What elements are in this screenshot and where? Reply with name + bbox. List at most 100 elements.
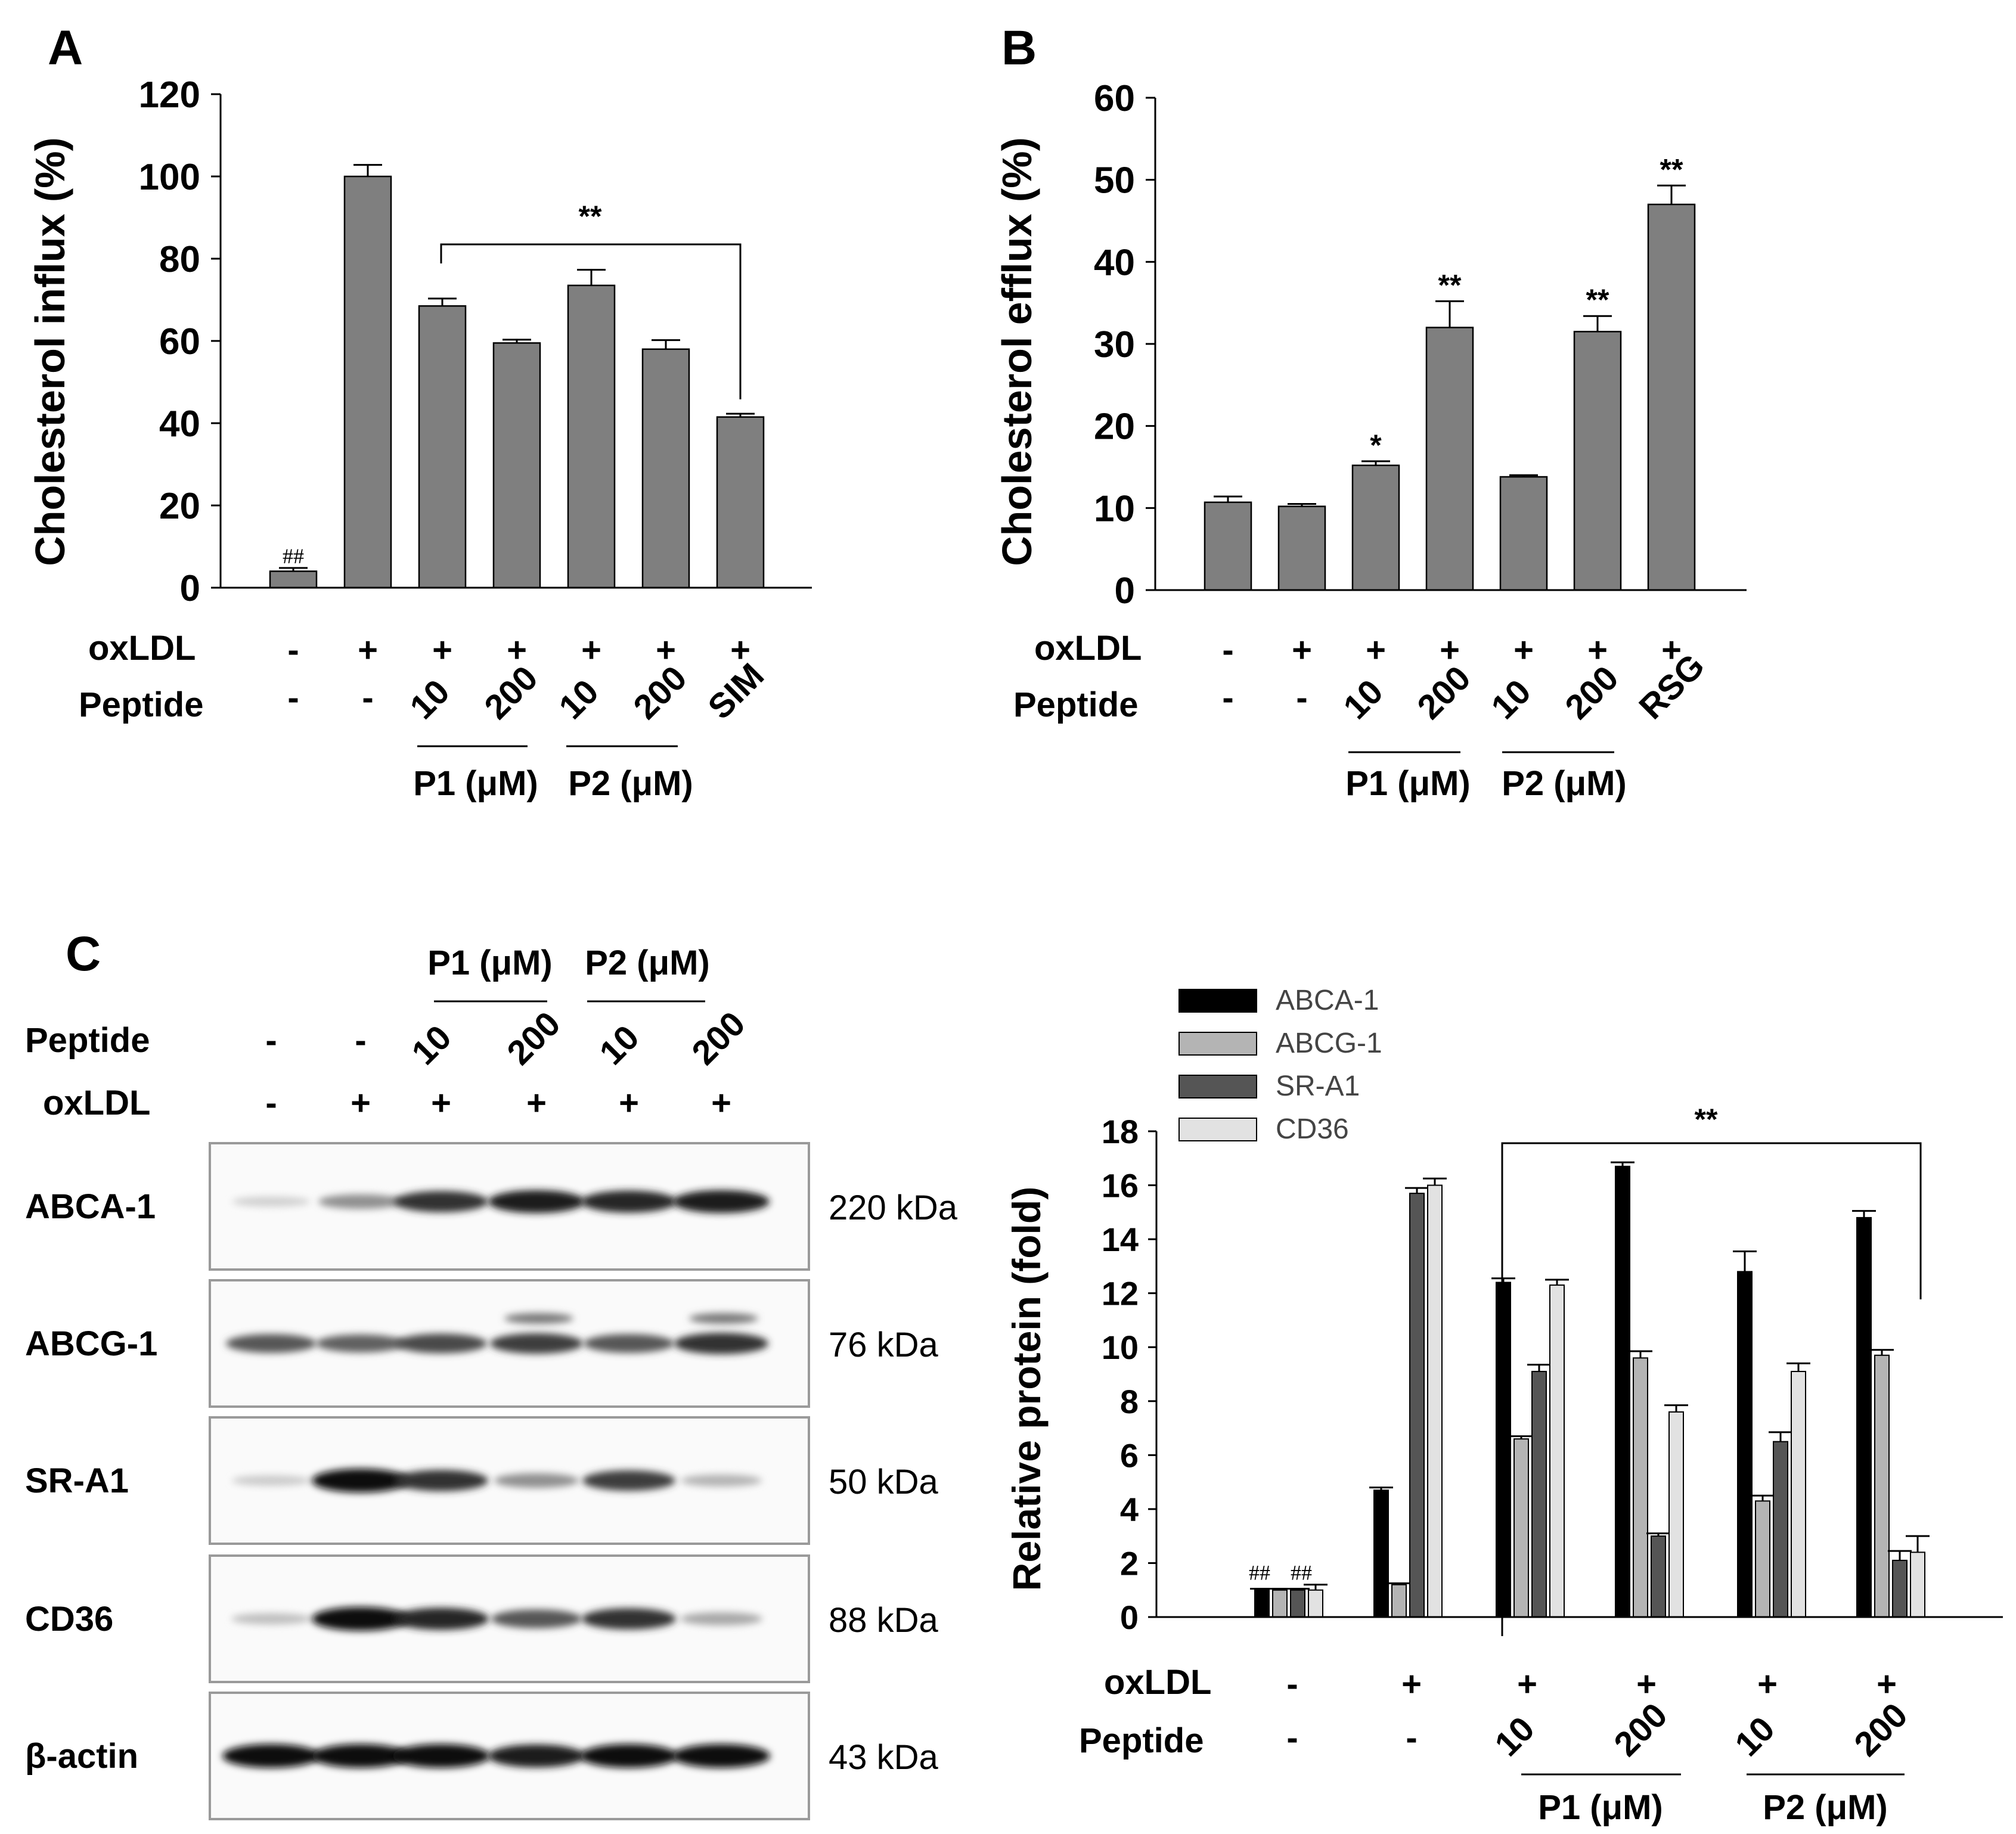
blot-band bbox=[312, 1607, 410, 1631]
blot-peptide-label: Peptide bbox=[25, 1021, 150, 1060]
blot-band bbox=[680, 1612, 762, 1625]
blot-band bbox=[394, 1470, 488, 1491]
blot-band bbox=[681, 1474, 762, 1487]
oxldl-sign: + bbox=[507, 631, 527, 669]
peptide-dose: 10 bbox=[551, 672, 606, 727]
oxldl-sign: + bbox=[1661, 631, 1682, 669]
blot-rows: ABCA-1 220 kDa ABCG-1 76 kDa SR-A1 50 kDa CD36… bbox=[25, 1142, 958, 1820]
bar bbox=[641, 348, 690, 589]
blot-protein-label: ABCG-1 bbox=[25, 1324, 157, 1363]
legend-label: ABCG-1 bbox=[1276, 1028, 1382, 1059]
oxldl-sign: - bbox=[1222, 631, 1233, 669]
bar bbox=[418, 305, 467, 589]
bar bbox=[1874, 1354, 1890, 1618]
panel-b-oxldl-label: oxLDL bbox=[1034, 629, 1142, 668]
y-tick-label: 100 bbox=[139, 157, 200, 198]
significance-mark: ## bbox=[1249, 1561, 1270, 1585]
bar bbox=[1651, 1535, 1666, 1618]
oxldl-sign: + bbox=[432, 631, 452, 669]
oxldl-sign: + bbox=[1292, 631, 1312, 669]
oxldl-sign: + bbox=[1877, 1665, 1897, 1703]
y-tick-label: 2 bbox=[1120, 1544, 1139, 1582]
panel-a-letter: A bbox=[48, 21, 83, 75]
blot-band bbox=[581, 1190, 677, 1213]
y-tick-label: 18 bbox=[1102, 1113, 1139, 1150]
oxldl-sign: + bbox=[1587, 631, 1608, 669]
bar bbox=[1856, 1217, 1872, 1618]
bar bbox=[1549, 1284, 1565, 1618]
bar bbox=[1531, 1370, 1547, 1618]
panel-c-category-labels: --+-+10+200+10+200 bbox=[1286, 1665, 1915, 1764]
bar bbox=[1615, 1165, 1630, 1618]
bar bbox=[1513, 1438, 1529, 1618]
oxldl-sign: + bbox=[358, 631, 378, 669]
oxldl-sign: + bbox=[1636, 1665, 1657, 1703]
panel-a-group-label-p1: P1 (μM) bbox=[413, 764, 538, 803]
bar bbox=[1254, 1589, 1270, 1618]
peptide-sign: - bbox=[1406, 1718, 1417, 1757]
bar bbox=[1409, 1193, 1425, 1618]
blot-band bbox=[312, 1744, 410, 1768]
y-tick-label: 20 bbox=[159, 486, 200, 527]
bar bbox=[1633, 1357, 1648, 1618]
panel-c-peptide-label: Peptide bbox=[1079, 1721, 1204, 1760]
bar bbox=[1496, 1281, 1511, 1618]
blot-band bbox=[232, 1196, 311, 1207]
panel-b-category-labels: --+-+10+200+10+200+RSG bbox=[1222, 631, 1712, 727]
y-tick-label: 6 bbox=[1120, 1436, 1139, 1474]
oxldl-sign: - bbox=[1286, 1665, 1298, 1703]
oxldl-sign: + bbox=[1440, 631, 1460, 669]
panel-a-group-label-p2: P2 (μM) bbox=[568, 764, 693, 803]
bar bbox=[716, 416, 765, 589]
blot-band bbox=[226, 1334, 317, 1353]
peptide-dose: 200 bbox=[1410, 659, 1478, 727]
peptide-dose: 200 bbox=[1847, 1696, 1915, 1764]
y-tick-label: 16 bbox=[1102, 1167, 1139, 1205]
oxldl-sign: + bbox=[581, 631, 601, 669]
blot-protein-label: ABCA-1 bbox=[25, 1187, 156, 1226]
blot-oxldl-sign: + bbox=[711, 1084, 731, 1122]
legend-label: CD36 bbox=[1276, 1113, 1349, 1145]
oxldl-sign: + bbox=[1517, 1665, 1537, 1703]
bar bbox=[1499, 476, 1548, 591]
blot-band bbox=[222, 1744, 320, 1768]
blot-band bbox=[672, 1744, 770, 1768]
panel-b-y-ticks: 0 10 20 30 40 50 60 bbox=[1094, 78, 1155, 612]
bar bbox=[1290, 1589, 1305, 1618]
y-tick-label: 80 bbox=[159, 239, 200, 280]
panel-a-peptide-label: Peptide bbox=[79, 685, 204, 724]
panel-a-significance-bracket bbox=[440, 243, 742, 399]
blot-peptide-sign: - bbox=[355, 1021, 366, 1060]
peptide-dose: 10 bbox=[1727, 1709, 1782, 1764]
peptide-dose: RSG bbox=[1632, 646, 1712, 727]
peptide-dose: SIM bbox=[700, 656, 771, 727]
blot-oxldl-sign: + bbox=[431, 1084, 451, 1122]
panel-c-bracket-mark: ** bbox=[1695, 1103, 1718, 1136]
legend-swatch bbox=[1178, 1032, 1257, 1056]
bar bbox=[1755, 1500, 1770, 1618]
panel-c-oxldl-label: oxLDL bbox=[1104, 1663, 1211, 1702]
y-tick-label: 60 bbox=[159, 321, 200, 362]
panel-c-blot: C P1 (μM) P2 (μM) Peptide oxLDL - - - +10 +2… bbox=[25, 927, 958, 1820]
panel-a-oxldl-label: oxLDL bbox=[88, 629, 196, 668]
peptide-sign: - bbox=[1296, 678, 1307, 717]
y-tick-label: 14 bbox=[1102, 1221, 1139, 1258]
blot-band bbox=[580, 1744, 678, 1768]
blot-peptide-dose: 10 bbox=[592, 1018, 647, 1073]
legend-label: SR-A1 bbox=[1276, 1070, 1360, 1102]
blot-oxldl-sign: - bbox=[265, 1084, 277, 1122]
y-tick-label: 40 bbox=[1094, 242, 1135, 283]
blot-band-upper bbox=[504, 1313, 573, 1324]
panel-a-category-labels: --+-+10+200+10+200+SIM bbox=[287, 631, 771, 727]
significance-mark: ** bbox=[1586, 283, 1609, 316]
peptide-dose: 200 bbox=[1606, 1696, 1674, 1764]
blot-header-p2: P2 (μM) bbox=[585, 944, 710, 982]
panel-a-y-ticks: 0 20 40 60 80 100 120 bbox=[139, 75, 221, 609]
blot-peptide-dose: 200 bbox=[500, 1004, 567, 1072]
bar bbox=[1308, 1589, 1323, 1618]
peptide-dose: 10 bbox=[1336, 672, 1391, 727]
blot-band bbox=[488, 1744, 585, 1768]
legend-swatch bbox=[1178, 1118, 1257, 1141]
y-tick-label: 0 bbox=[1115, 570, 1135, 612]
blot-band bbox=[393, 1608, 489, 1630]
